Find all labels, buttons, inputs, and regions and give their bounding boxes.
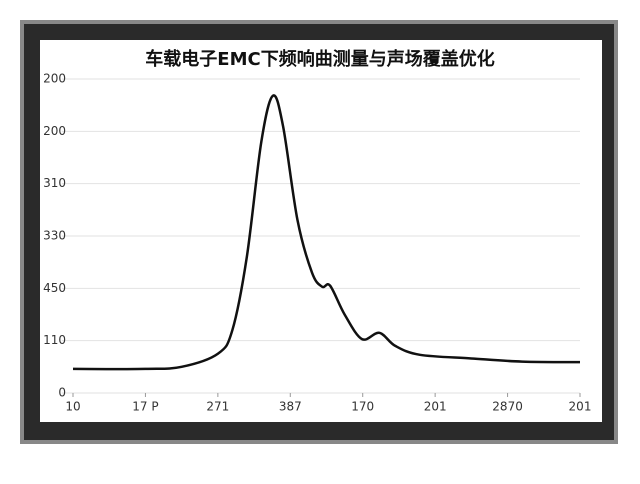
y-tick-label: 200 xyxy=(43,72,66,86)
y-tick-label: 450 xyxy=(43,281,66,295)
y-tick-label: 200 xyxy=(43,124,66,138)
y-tick-label: 0 xyxy=(58,386,66,400)
x-tick-label: 2870 xyxy=(492,400,523,414)
chart-title: 车载电子EMC下频响曲测量与声场覆盖优化 xyxy=(145,48,494,70)
x-tick-label: 271 xyxy=(206,400,229,414)
y-tick-label: 330 xyxy=(43,229,66,243)
y-tick-label: 310 xyxy=(43,176,66,190)
x-tick-label: 387 xyxy=(279,400,302,414)
x-tick-label: 10 xyxy=(65,400,80,414)
x-tick-label: 17 P xyxy=(132,400,158,414)
x-tick-label: 170 xyxy=(351,400,374,414)
x-tick-label: 201 xyxy=(424,400,447,414)
x-tick-label: 201 xyxy=(569,400,592,414)
y-tick-label: 110 xyxy=(43,333,66,347)
line xyxy=(72,94,581,371)
plot-background xyxy=(40,40,602,422)
